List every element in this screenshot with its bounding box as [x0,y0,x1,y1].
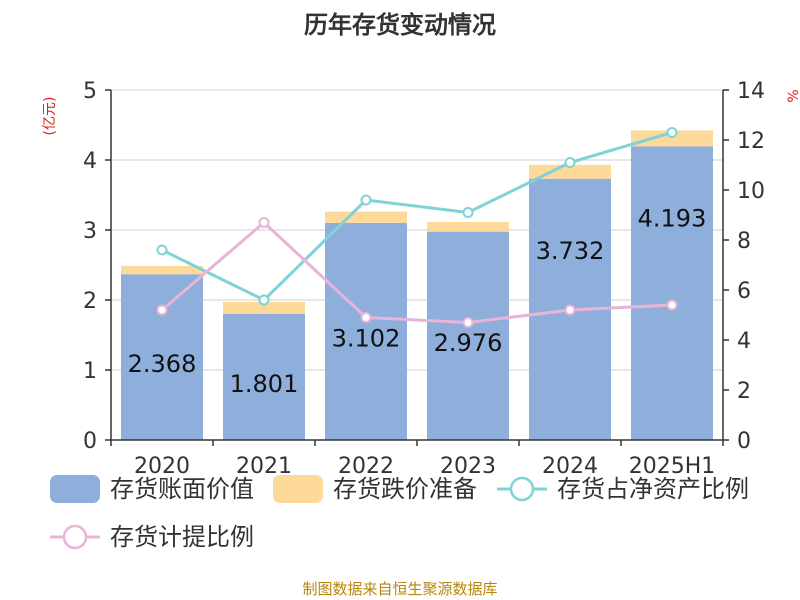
line-point [156,304,168,316]
bar-value-label: 4.193 [638,204,707,232]
left-tick-label: 5 [83,79,97,104]
legend-marker [62,524,88,550]
line-point [360,194,372,206]
x-tick-label: 2022 [338,454,394,479]
legend-marker [509,476,535,502]
line-point [564,304,576,316]
line-point [666,127,678,138]
bar-value-label: 2.368 [128,350,197,378]
bar-value-label: 3.732 [536,237,605,265]
bar [325,222,407,440]
x-tick-label: 2021 [236,454,292,479]
right-tick-label: 6 [737,279,751,304]
line-point [360,312,372,323]
legend-swatch [273,475,323,503]
bar-value-label: 3.102 [332,324,401,352]
bar [223,313,305,440]
left-tick-label: 4 [83,149,97,174]
line-point [462,207,474,218]
bar [223,302,305,314]
legend-label: 存货跌价准备 [333,475,477,503]
right-tick-label: 14 [737,79,765,104]
bar-value-label: 2.976 [434,329,503,357]
bar [325,211,407,223]
x-tick-label: 2020 [134,454,190,479]
series-line [161,220,673,325]
bar-series [121,130,713,441]
legend-label: 存货账面价值 [110,475,254,503]
gridlines [111,89,723,371]
left-tick-label: 1 [83,359,97,384]
bar [427,221,509,232]
right-tick-label: 4 [737,329,751,354]
legend-label: 存货占净资产比例 [557,475,749,503]
bar [631,146,713,441]
bar [427,231,509,440]
line-point [462,317,474,328]
right-tick-label: 0 [737,429,751,454]
legend-swatch [50,475,100,503]
chart-title: 历年存货变动情况 [304,11,496,39]
data-labels: 2.368 1.801 3.102 2.976 3.732 4.193 [128,204,707,397]
line-point [666,299,678,311]
x-tick-label: 2025H1 [629,454,716,479]
right-tick-label: 2 [737,379,751,404]
bar-value-label: 1.801 [230,370,299,398]
source-note: 制图数据来自恒生聚源数据库 [302,580,497,598]
line-point [564,157,576,168]
line-series [156,127,678,328]
legend-label: 存货计提比例 [110,523,254,551]
bar [121,265,203,275]
line-point [156,244,168,256]
bar [121,274,203,440]
right-tick-label: 12 [737,129,765,154]
line-point [258,217,270,228]
left-tick-label: 0 [83,429,97,454]
bar [631,130,713,147]
series-line [161,131,673,302]
right-tick-label: 10 [737,179,765,204]
left-tick-label: 2 [83,289,97,314]
x-tick-label: 2024 [542,454,598,479]
left-tick-label: 3 [83,219,97,244]
x-tick-label: 2023 [440,454,496,479]
left-axis-unit: (亿元) [42,97,58,136]
right-tick-label: 8 [737,229,751,254]
right-axis-unit: % [786,89,800,102]
bar [529,164,611,179]
line-point [258,294,270,306]
